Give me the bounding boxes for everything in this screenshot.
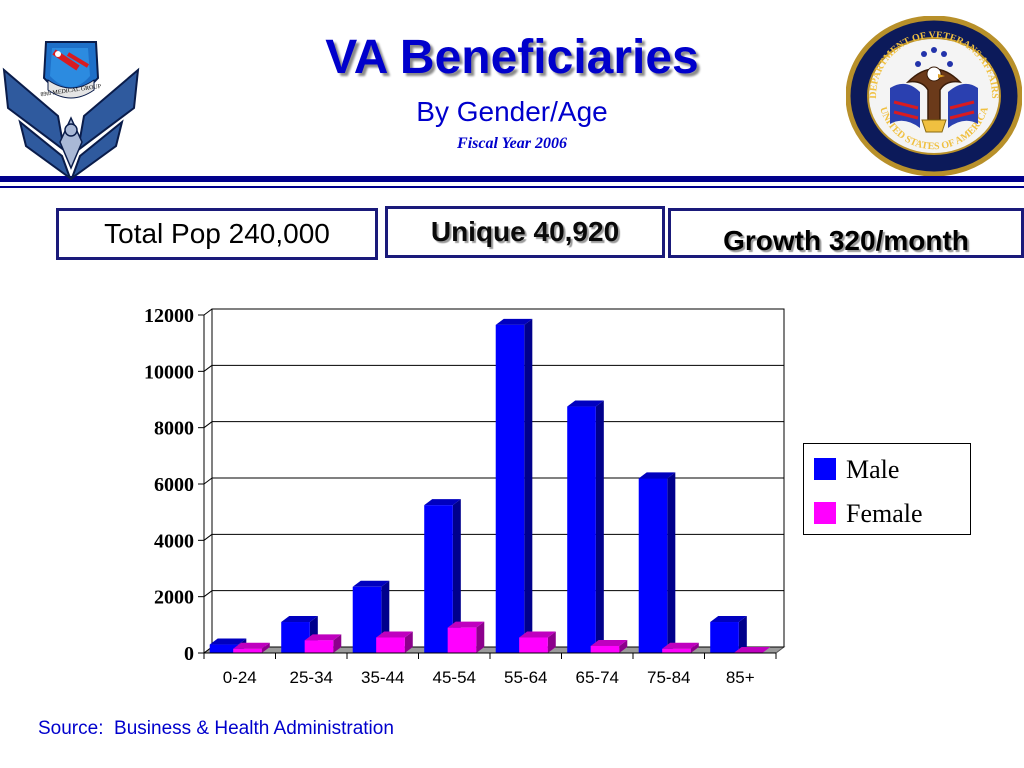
bar-side-female — [261, 642, 270, 653]
bar-side-male — [667, 472, 676, 653]
bar-female — [590, 645, 620, 653]
bar-side-female — [547, 631, 556, 653]
y-tick-label: 8000 — [154, 418, 194, 440]
source-note: Source: Business & Health Administration — [38, 718, 394, 739]
bar-top-male — [495, 318, 533, 325]
unique-count-box: Unique 40,920 — [385, 206, 665, 258]
bar-side-female — [619, 639, 628, 653]
bar-side-female — [476, 621, 485, 653]
x-tick-label: 55-64 — [504, 668, 547, 687]
bar-female — [447, 627, 477, 653]
legend-item-male: Male — [814, 450, 899, 490]
x-tick-label: 75-84 — [647, 668, 690, 687]
bar-side-male — [524, 318, 533, 653]
bar-top-male — [424, 499, 461, 506]
bar-male — [495, 324, 525, 653]
gridline-side — [203, 477, 213, 485]
beneficiaries-bar-chart: 0 2000 4000 6000 8000 10000 12000 0-24 25-34 35-4… — [144, 305, 786, 687]
growth-rate-box: Growth 320/month — [668, 208, 1024, 258]
page-title: VA Beneficiaries — [325, 31, 699, 84]
bar-side-female — [333, 634, 342, 653]
legend-swatch-male — [814, 458, 836, 481]
gridline-side — [203, 364, 213, 372]
chart-legend: Male Female — [803, 443, 971, 535]
bar-top-male — [710, 616, 747, 623]
bar-male — [638, 478, 668, 653]
bar-top-female — [376, 631, 413, 638]
bar-top-female — [519, 631, 556, 638]
bar-female — [304, 640, 334, 653]
x-tick-label: 65-74 — [576, 668, 619, 687]
bar-male — [209, 644, 239, 653]
gridline-side — [203, 533, 213, 541]
x-tick-label: 45-54 — [433, 668, 476, 687]
fiscal-year-label: Fiscal Year 2006 — [457, 135, 567, 152]
air-force-wings-icon: 89th MEDICAL GROUP — [2, 41, 140, 180]
bar-top-female — [590, 639, 628, 646]
gridline-side — [203, 590, 213, 598]
bar-top-male — [638, 472, 676, 479]
bar-top-female — [447, 621, 485, 628]
gridline-side — [203, 421, 213, 429]
y-tick-label: 2000 — [154, 587, 194, 609]
bar-female — [662, 648, 691, 653]
x-tick-label: 35-44 — [361, 668, 404, 687]
bar-top-male — [352, 580, 390, 587]
bar-side-female — [690, 642, 699, 653]
legend-item-female: Female — [814, 494, 923, 534]
bar-side-male — [452, 499, 461, 653]
x-tick-label: 85+ — [726, 668, 755, 687]
va-seal-icon: DEPARTMENT OF VETERANS AFFAIRS UNITED ST… — [846, 16, 1022, 176]
bar-side-female — [404, 631, 413, 653]
bar-top-female — [733, 647, 771, 653]
bar-top-female — [662, 642, 699, 649]
bar-male — [567, 406, 596, 653]
legend-swatch-female — [814, 502, 836, 525]
y-tick-label: 6000 — [154, 474, 194, 496]
page-subtitle: By Gender/Age — [416, 96, 608, 127]
bar-side-male — [738, 616, 747, 653]
header-rule-thin — [0, 186, 1024, 188]
bar-top-female — [233, 642, 270, 649]
bar-top-male — [567, 400, 604, 407]
gridline-side — [203, 308, 213, 316]
bar-male — [710, 622, 739, 653]
y-tick-label: 4000 — [154, 530, 194, 552]
bar-side-male — [595, 400, 604, 653]
bar-top-female — [304, 634, 342, 641]
y-tick-label: 12000 — [144, 305, 194, 327]
bar-female — [519, 637, 548, 653]
header-rule — [0, 176, 1024, 182]
bar-top-male — [281, 616, 318, 623]
y-tick-label: 10000 — [144, 361, 194, 383]
bar-top-male — [209, 638, 247, 645]
bar-female — [376, 637, 405, 653]
y-tick-label: 0 — [184, 643, 194, 665]
legend-label-male: Male — [846, 455, 900, 484]
bar-female — [233, 648, 262, 653]
total-population-box: Total Pop 240,000 — [56, 208, 378, 260]
x-tick-label: 0-24 — [223, 668, 257, 687]
legend-label-female: Female — [846, 499, 923, 528]
x-tick-label: 25-34 — [290, 668, 333, 687]
